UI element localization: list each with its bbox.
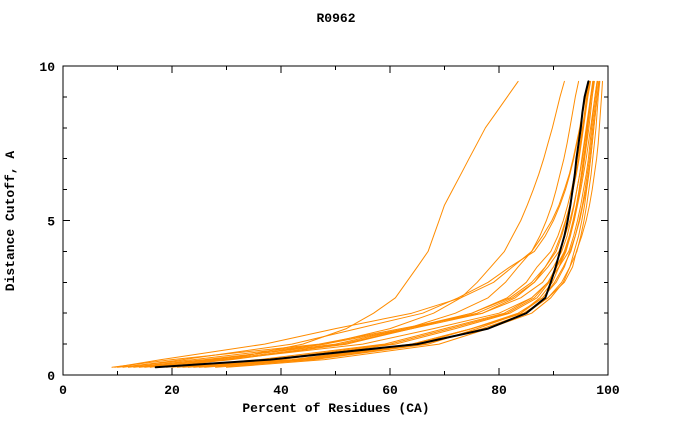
series-prediction-02 (138, 80, 598, 368)
x-tick-label: 60 (382, 383, 398, 398)
series-prediction-12 (226, 80, 601, 368)
x-tick-label: 0 (59, 383, 67, 398)
series-reference-model (154, 80, 590, 369)
series-prediction-08 (127, 80, 591, 368)
series-prediction-13 (144, 80, 590, 368)
series-prediction-03 (182, 80, 600, 368)
x-tick-label: 100 (596, 383, 620, 398)
series-prediction-17 (133, 80, 595, 368)
y-tick-label: 5 (47, 215, 55, 230)
x-tick-label: 80 (491, 383, 507, 398)
series-prediction-19 (193, 80, 603, 368)
series-prediction-18 (176, 80, 594, 368)
series-prediction-07 (198, 80, 600, 368)
series-prediction-04 (166, 80, 519, 368)
series-prediction-05 (149, 80, 565, 368)
series-prediction-20 (114, 80, 589, 368)
x-axis-label: Percent of Residues (CA) (242, 401, 429, 416)
plot-layer: 0 20 40 60 80 100 0 5 10 (39, 60, 620, 398)
series-prediction-14 (187, 80, 595, 368)
y-axis-label: Distance Cutoff, A (3, 151, 18, 292)
series-prediction-01 (111, 80, 594, 368)
chart-title: R0962 (316, 11, 355, 26)
y-tick-label: 0 (47, 369, 55, 384)
series-prediction-11 (215, 80, 594, 368)
y-tick-label: 10 (39, 60, 55, 75)
x-tick-label: 40 (273, 383, 289, 398)
x-tick-label: 20 (164, 383, 180, 398)
series-prediction-15 (155, 80, 580, 368)
series-prediction-09 (171, 80, 598, 368)
